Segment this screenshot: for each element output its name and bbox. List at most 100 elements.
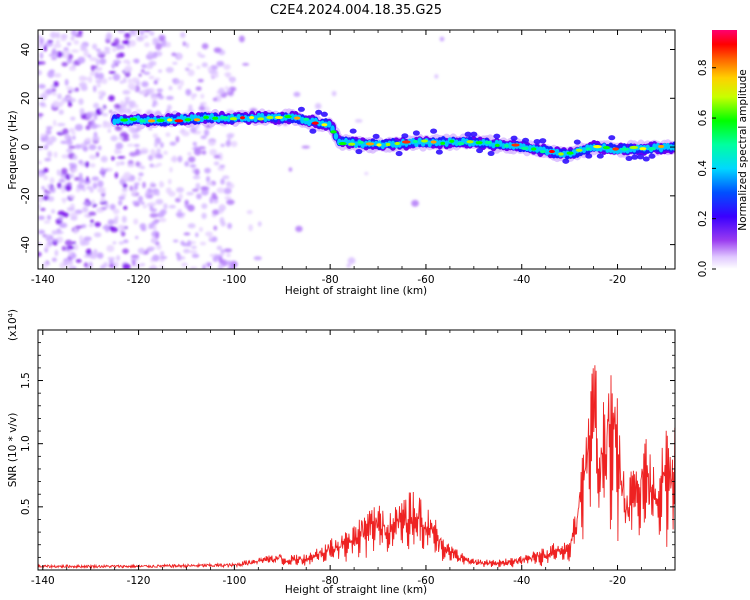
- noise-speck: [118, 195, 126, 200]
- band-echo: [435, 149, 443, 155]
- spectrogram-xtick-label: -140: [31, 274, 55, 286]
- noise-speck: [123, 239, 129, 244]
- noise-speck: [158, 69, 163, 73]
- noise-speck: [89, 154, 97, 160]
- noise-speck: [248, 224, 253, 232]
- noise-speck: [138, 172, 144, 177]
- noise-speck: [226, 181, 232, 187]
- band-echo: [476, 147, 484, 154]
- noise-speck: [130, 126, 136, 134]
- band-cell: [454, 139, 459, 147]
- snr-xtick-label: -60: [417, 575, 434, 587]
- spectrogram-xtick-label: -20: [609, 274, 626, 286]
- snr-series-line: [38, 365, 675, 570]
- noise-speck: [205, 231, 213, 237]
- noise-speck: [53, 81, 59, 88]
- noise-speck: [123, 205, 128, 210]
- noise-speck: [189, 164, 197, 168]
- snr-ticks: -140 -120 -100 -80 -60 -40 -20 0.5 1.0 1.5: [20, 330, 675, 587]
- noise-speck: [159, 251, 165, 257]
- band-hotspot: [249, 116, 255, 120]
- noise-speck: [204, 167, 211, 174]
- noise-speck: [154, 80, 158, 85]
- noise-speck: [44, 157, 52, 162]
- noise-speck: [212, 97, 218, 102]
- noise-speck: [227, 222, 232, 230]
- noise-speck: [95, 48, 101, 52]
- noise-speck: [87, 54, 92, 58]
- noise-speck: [97, 252, 104, 259]
- noise-speck: [257, 221, 262, 227]
- noise-speck: [56, 32, 61, 39]
- noise-speck: [58, 109, 64, 115]
- noise-speck: [64, 239, 73, 246]
- noise-speck: [44, 234, 51, 240]
- snr-xtick-label: -80: [322, 575, 339, 587]
- noise-speck: [177, 53, 182, 60]
- noise-speck: [97, 180, 104, 188]
- noise-speck: [95, 207, 104, 213]
- noise-speck: [220, 178, 225, 185]
- band-hotspot: [539, 150, 546, 154]
- noise-speck: [90, 65, 98, 69]
- noise-speck: [167, 104, 172, 111]
- noise-speck: [74, 87, 79, 92]
- noise-speck: [38, 37, 45, 44]
- noise-speck: [138, 73, 142, 78]
- spectrogram-frame: [37, 29, 676, 270]
- noise-speck: [47, 150, 53, 158]
- noise-speck: [140, 89, 148, 96]
- band-echo: [510, 135, 518, 141]
- noise-speck: [45, 129, 52, 135]
- band-hotspot: [575, 148, 583, 152]
- noise-speck: [57, 122, 66, 127]
- noise-speck: [220, 203, 225, 210]
- noise-speck: [180, 256, 186, 260]
- noise-speck: [163, 150, 168, 155]
- noise-speck: [40, 207, 46, 212]
- band-hotspot: [658, 144, 665, 149]
- band-echo: [349, 128, 357, 134]
- noise-speck: [70, 30, 77, 37]
- noise-speck: [83, 236, 92, 242]
- noise-speck: [47, 70, 55, 78]
- colorbar-tick-label: 0.6: [697, 109, 709, 126]
- noise-speck: [135, 81, 141, 86]
- noise-speck: [132, 133, 140, 139]
- noise-speck: [140, 201, 145, 205]
- band-cell: [135, 115, 141, 123]
- noise-speck: [44, 134, 49, 142]
- noise-speck: [39, 93, 48, 101]
- noise-speck: [38, 160, 42, 165]
- noise-speck: [148, 32, 155, 36]
- noise-speck: [78, 82, 87, 88]
- spectrogram-panel: -140 -120 -100 -80 -60 -40 -20 40 20 0 -20 -40 Heig…: [7, 29, 676, 297]
- noise-speck: [226, 199, 235, 205]
- noise-speck: [220, 221, 226, 227]
- noise-speck: [253, 256, 262, 261]
- noise-speck: [71, 49, 79, 53]
- band-hotspot: [311, 121, 319, 125]
- band-hotspot: [612, 147, 619, 151]
- noise-speck: [151, 220, 159, 225]
- noise-speck: [121, 188, 128, 193]
- noise-speck: [131, 188, 137, 196]
- noise-speck: [39, 104, 47, 108]
- spectrogram-ytick-label: 20: [20, 92, 32, 105]
- noise-speck: [176, 187, 185, 193]
- noise-speck: [45, 140, 54, 146]
- noise-speck: [150, 208, 157, 213]
- noise-speck: [53, 43, 62, 49]
- noise-speck: [82, 188, 86, 192]
- noise-speck: [45, 126, 53, 130]
- noise-speck: [120, 175, 129, 180]
- band-cell: [353, 141, 359, 149]
- noise-speck: [85, 176, 90, 183]
- noise-speck: [128, 39, 136, 47]
- noise-speck: [129, 185, 134, 192]
- noise-speck: [95, 58, 100, 66]
- noise-speck: [61, 61, 68, 67]
- noise-speck: [148, 202, 157, 207]
- noise-speck: [203, 129, 210, 137]
- noise-speck: [107, 129, 112, 133]
